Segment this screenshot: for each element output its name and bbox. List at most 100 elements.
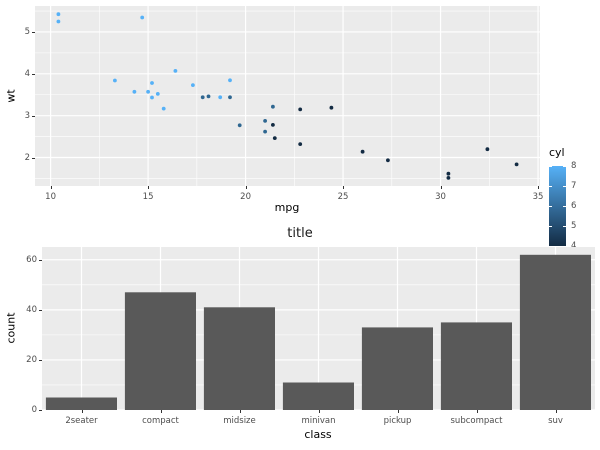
y-tick-label: 4 [24,68,30,79]
x-tick-label: midsize [223,416,256,426]
legend-tick-mark [549,186,552,187]
legend-tick-mark [563,226,566,227]
y-tick [32,115,35,117]
scatter-point [132,89,137,94]
scatter-point [271,123,275,127]
scatter-point [161,106,166,111]
x-tick-label: 35 [532,192,544,202]
legend-tick-label: 6 [571,201,577,211]
scatter-point [206,94,211,99]
x-tick [160,410,162,413]
x-tick [555,410,557,413]
scatter-point [271,104,275,109]
y-tick-label: 5 [24,26,30,37]
y-tick-label: 20 [26,354,37,365]
legend-tick-mark [563,166,566,167]
bar-x-axis-title: class [304,428,332,441]
x-tick [476,410,478,413]
legend-tick-mark [549,226,552,227]
bar-canvas [42,247,595,410]
scatter-point [298,107,303,112]
scatter-point [386,158,390,163]
x-tick [440,186,442,189]
legend-tick-mark [563,206,566,207]
legend-tick-mark [563,246,566,247]
legend-tick-mark [549,166,552,167]
scatter-y-axis-title: wt [4,89,18,103]
scatter-point [298,142,303,147]
x-tick-label: subcompact [450,416,503,426]
y-tick-label: 60 [26,254,37,265]
legend-tick-label: 5 [571,221,577,231]
bar-minivan [282,382,354,410]
legend-tick-label: 4 [571,241,577,251]
x-tick-label: 10 [45,192,57,202]
scatter-point [485,147,490,152]
bar-y-axis-title: count [4,312,18,344]
scatter-point [173,69,178,73]
scatter-point [150,81,154,85]
scatter-point [140,15,145,20]
legend-cyl: cyl 8 7 6 5 4 [549,146,600,252]
bar-suv [519,254,591,410]
legend-tick-mark [549,206,552,207]
x-tick-label: suv [548,416,563,426]
scatter-point [263,129,267,134]
scatter-point [228,95,232,100]
scatter-point [56,12,61,17]
x-tick-label: 30 [435,192,446,202]
scatter-point [146,89,150,94]
y-tick [39,359,42,361]
x-tick-label: 25 [337,192,349,202]
x-tick [343,186,345,189]
y-tick-label: 2 [24,152,30,163]
scatter-point [150,95,154,100]
scatter-plot: wt mpg cyl 8 7 6 5 4 10 15 20 25 30 35 2 3 4 5 [4,6,576,251]
y-tick [32,157,35,159]
y-tick [32,31,35,33]
scatter-point [263,119,267,123]
legend-title: cyl [549,146,565,159]
scatter-point [446,176,451,180]
bar-midsize [203,307,275,410]
legend-tick-label: 8 [571,161,577,171]
scatter-point [360,149,365,154]
bar-chart-title: title [287,226,313,241]
x-tick-label: 20 [240,192,251,202]
scatter-canvas [35,6,540,186]
scatter-point [56,19,61,24]
y-tick [39,259,42,261]
bar-panel [42,247,595,410]
y-tick [39,410,42,411]
bar-compact [124,292,196,410]
scatter-point [113,78,117,83]
scatter-point [514,162,519,167]
x-tick-label: compact [142,416,179,426]
y-tick-label: 0 [31,405,37,415]
legend-tick-mark [563,186,566,187]
scatter-point [155,92,160,96]
x-tick-label: 2seater [65,416,98,426]
x-tick [538,186,540,189]
y-tick-label: 3 [24,110,30,121]
y-tick [39,309,42,311]
x-tick-label: 15 [142,192,154,202]
legend-colorbar [549,166,566,246]
scatter-panel [35,6,540,186]
x-tick [397,410,399,413]
scatter-point [329,105,334,110]
legend-tick-mark [549,246,552,247]
scatter-point [272,136,277,141]
scatter-x-axis-title: mpg [274,201,300,214]
bar-chart: title count class 0 20 40 60 2seater compact m… [0,225,600,450]
y-tick-label: 40 [26,304,37,315]
legend-tick-label: 7 [571,181,577,191]
bar-pickup [361,327,433,410]
x-tick [318,410,320,413]
scatter-point [228,78,232,83]
scatter-point [446,171,451,176]
x-tick [50,186,52,189]
x-tick [81,410,83,413]
x-tick [239,410,241,413]
